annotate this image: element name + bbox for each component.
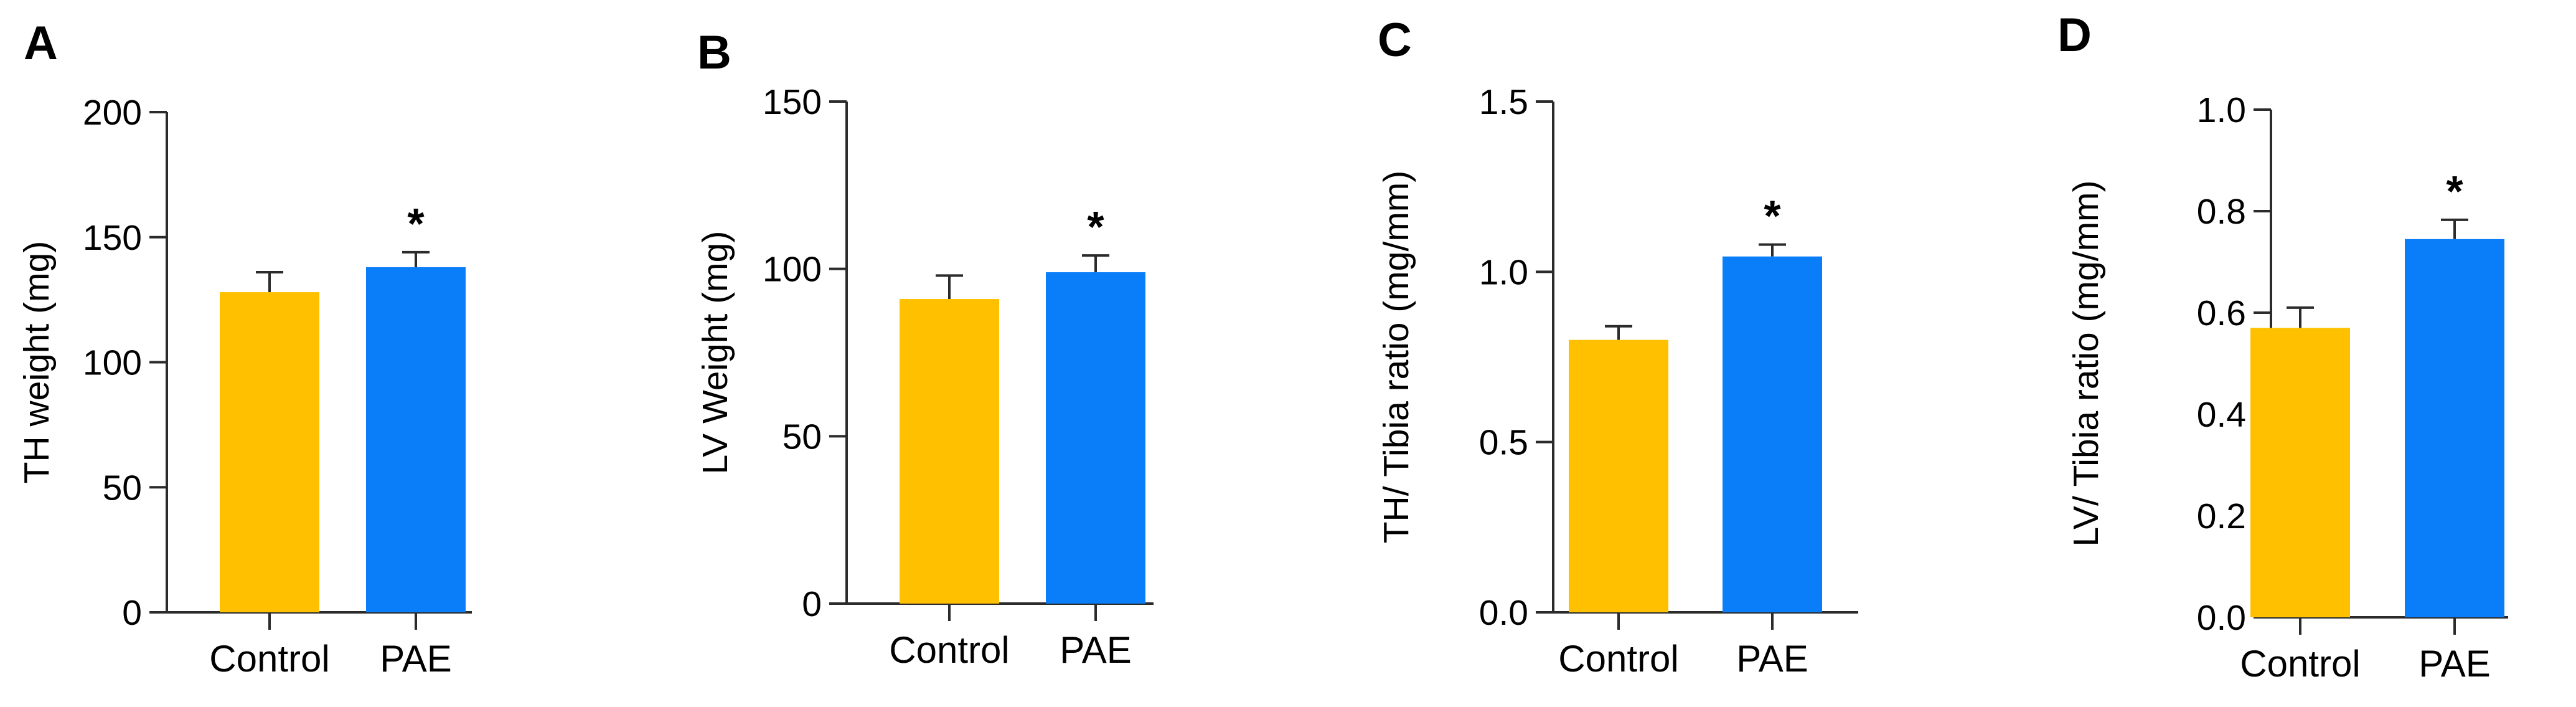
y-tick-label: 0 [122, 593, 142, 633]
significance-asterisk: * [2446, 167, 2463, 216]
y-tick-label: 100 [763, 250, 822, 290]
panel-b: B 0 50 100 150 LV Weight (mg) Control PAE * [695, 26, 1154, 671]
y-tick-label: 0.4 [2197, 395, 2246, 435]
x-category-label: PAE [1736, 638, 1808, 680]
significance-asterisk: * [1087, 202, 1104, 251]
x-category-label: Control [209, 638, 329, 680]
bar-pae [2405, 239, 2504, 617]
y-tick-label: 1.0 [2197, 90, 2246, 130]
panel-a: A 0 50 100 150 200 TH weight (mg) Control PAE * [17, 17, 472, 680]
bar-control [2250, 328, 2350, 617]
panel-c: C 0.0 0.5 1.0 1.5 TH/ Tibia ratio (mg/mm) Cont… [1376, 14, 1858, 680]
x-category-label: Control [2240, 643, 2360, 685]
y-tick-label: 0.0 [1479, 593, 1528, 633]
y-tick-label: 200 [83, 93, 142, 133]
y-tick-label: 100 [83, 343, 142, 383]
y-axis-title: LV Weight (mg) [695, 231, 735, 475]
y-tick-label: 1.5 [1479, 82, 1528, 122]
y-tick-label: 50 [103, 468, 142, 508]
y-tick-label: 0.8 [2197, 192, 2246, 232]
bar-control [1569, 339, 1668, 612]
y-tick-label: 1.0 [1479, 252, 1528, 292]
y-axis-title: TH/ Tibia ratio (mg/mm) [1376, 171, 1416, 544]
bar-pae [366, 267, 466, 612]
x-category-label: Control [1558, 638, 1678, 680]
bar-control [220, 292, 319, 613]
bar-pae [1046, 272, 1145, 604]
y-tick-label: 50 [783, 417, 822, 457]
panel-letter: B [697, 26, 731, 79]
y-tick-label: 150 [763, 82, 822, 122]
y-tick-label: 0.0 [2197, 598, 2246, 638]
y-tick-label: 0.6 [2197, 293, 2246, 333]
significance-asterisk: * [1764, 192, 1781, 240]
x-category-label: Control [889, 629, 1009, 671]
y-tick-label: 0 [802, 584, 822, 624]
panel-letter: A [24, 17, 58, 70]
y-axis-title: TH weight (mg) [17, 241, 57, 484]
y-tick-label: 0.2 [2197, 496, 2246, 536]
panel-d: D 0.0 0.2 0.4 0.6 0.8 1.0 LV/ Tibia ratio (mg/m… [2057, 9, 2508, 685]
y-tick-label: 150 [83, 218, 142, 258]
bar-pae [1723, 256, 1822, 612]
bar-control [900, 299, 999, 604]
panel-letter: C [1378, 14, 1412, 67]
x-category-label: PAE [2419, 643, 2491, 685]
significance-asterisk: * [407, 199, 425, 248]
x-category-label: PAE [1060, 629, 1132, 671]
panel-letter: D [2057, 9, 2092, 62]
y-axis-title: LV/ Tibia ratio (mg/mm) [2066, 180, 2106, 546]
y-tick-label: 0.5 [1479, 423, 1528, 463]
x-category-label: PAE [380, 638, 452, 680]
